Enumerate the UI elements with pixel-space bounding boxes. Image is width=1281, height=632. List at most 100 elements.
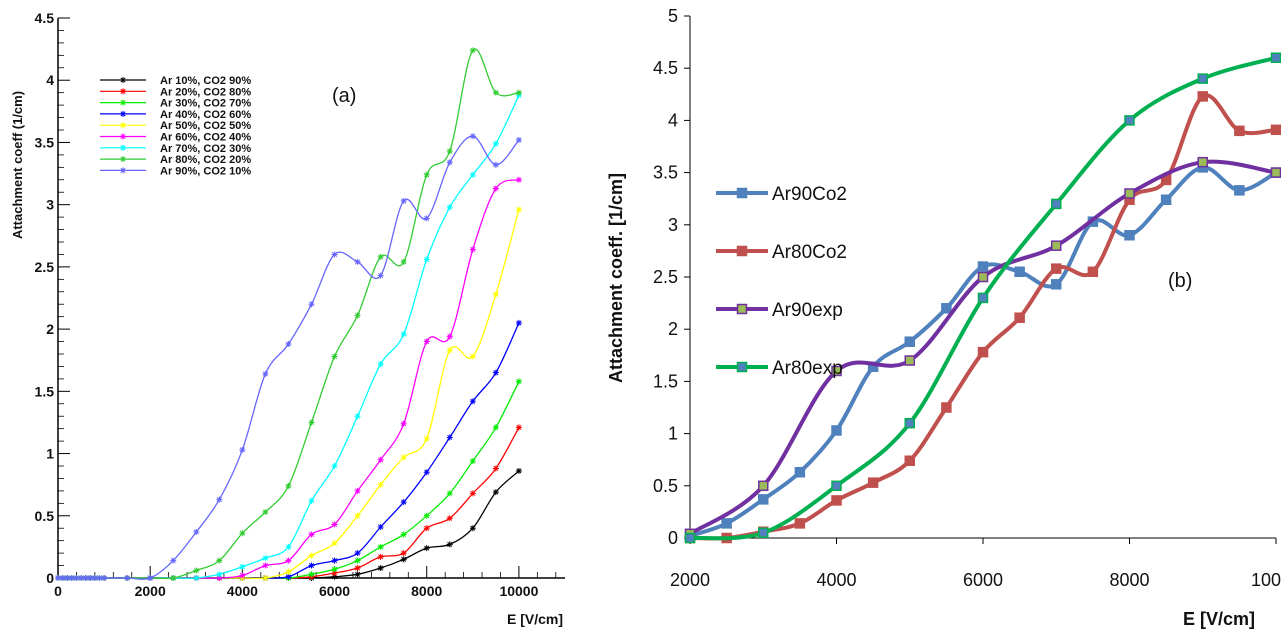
legend-item: Ar 10%, CO2 90% bbox=[100, 75, 251, 87]
series-line bbox=[58, 48, 519, 580]
data-point bbox=[469, 246, 476, 253]
data-point bbox=[354, 487, 361, 494]
chart-a-x-tick-label: 10000 bbox=[499, 583, 538, 599]
legend-label: Ar90exp bbox=[772, 300, 843, 321]
chart-b-y-tick-label: 0 bbox=[668, 528, 678, 548]
data-point bbox=[446, 434, 453, 441]
legend-marker bbox=[120, 110, 126, 117]
data-point bbox=[377, 456, 384, 463]
data-point bbox=[170, 575, 177, 581]
data-point bbox=[354, 565, 361, 572]
data-point bbox=[423, 512, 430, 519]
chart-a: 0 0.5 1 1.5 2 2.5 3 3.5 4 4.5 0 2000 4000 6000 8000 100… bbox=[10, 10, 565, 627]
legend-item: Ar 50%, CO2 50% bbox=[100, 120, 251, 132]
data-point bbox=[1124, 115, 1135, 126]
data-point bbox=[216, 575, 223, 581]
data-point bbox=[423, 171, 430, 178]
data-point bbox=[1197, 73, 1208, 84]
legend-label: Ar80Co2 bbox=[772, 242, 847, 263]
data-point bbox=[59, 575, 66, 581]
data-point bbox=[515, 424, 522, 431]
data-point bbox=[794, 466, 806, 478]
data-point bbox=[492, 291, 499, 298]
legend-label: Ar80exp bbox=[772, 358, 843, 379]
data-point bbox=[285, 568, 292, 575]
data-point bbox=[492, 369, 499, 376]
data-point bbox=[492, 489, 499, 496]
data-point bbox=[1160, 194, 1172, 205]
data-point bbox=[1124, 188, 1135, 199]
data-point bbox=[239, 530, 246, 537]
data-point bbox=[82, 575, 89, 581]
chart-a-y-tick-label: 0 bbox=[46, 570, 54, 586]
data-point bbox=[377, 481, 384, 488]
data-point bbox=[1270, 52, 1281, 64]
legend-marker bbox=[120, 99, 126, 106]
data-point bbox=[400, 531, 407, 538]
data-point bbox=[331, 573, 338, 580]
data-point bbox=[400, 556, 407, 563]
data-point bbox=[400, 331, 407, 338]
data-point bbox=[91, 575, 98, 581]
data-point bbox=[124, 575, 131, 581]
data-point bbox=[308, 562, 315, 569]
data-point bbox=[469, 353, 476, 360]
chart-a-x-tick-label: 8000 bbox=[411, 583, 442, 599]
legend-marker bbox=[120, 122, 126, 129]
data-point bbox=[354, 512, 361, 519]
data-point bbox=[446, 541, 453, 548]
chart-a-ylabel: Attachment coeff (1/cm) bbox=[10, 91, 25, 239]
data-point bbox=[904, 417, 915, 429]
chart-a-y-tick-label: 0.5 bbox=[35, 508, 55, 524]
chart-b-x-tick-label: 10000 bbox=[1251, 570, 1281, 590]
data-point bbox=[469, 490, 476, 497]
data-point bbox=[423, 435, 430, 442]
chart-b-series bbox=[684, 52, 1281, 544]
legend-label: Ar 10%, CO2 90% bbox=[160, 75, 251, 87]
data-point bbox=[354, 557, 361, 564]
data-point bbox=[285, 573, 292, 580]
data-point bbox=[1197, 156, 1208, 168]
data-point bbox=[377, 523, 384, 530]
legend-item: Ar 70%, CO2 30% bbox=[100, 143, 251, 155]
data-point bbox=[1124, 229, 1135, 241]
legend-item: Ar 40%, CO2 60% bbox=[100, 109, 251, 121]
data-point bbox=[285, 482, 292, 489]
chart-a-y-tick-label: 4 bbox=[46, 72, 54, 88]
data-point bbox=[515, 319, 522, 326]
data-point bbox=[758, 527, 769, 539]
data-point bbox=[941, 402, 952, 413]
chart-a-y-tick-label: 4.5 bbox=[35, 10, 55, 26]
data-point bbox=[446, 159, 453, 166]
chart-a-y-tick-label: 3 bbox=[46, 197, 54, 213]
chart-b-annotation: (b) bbox=[1168, 270, 1192, 292]
chart-a-y-tick-label: 1 bbox=[46, 446, 54, 462]
data-point bbox=[354, 258, 361, 265]
chart-b-axes: 0 0.5 1 1.5 2 2.5 3 3.5 4 4.5 5 2000 4000 6000 8000 100… bbox=[653, 6, 1281, 590]
data-point bbox=[377, 565, 384, 572]
legend-item: Ar 30%, CO2 70% bbox=[100, 98, 251, 110]
chart-b-y-tick-label: 1.5 bbox=[653, 371, 678, 391]
chart-b-y-tick-label: 4 bbox=[668, 110, 678, 130]
legend-marker bbox=[736, 245, 748, 257]
data-point bbox=[941, 303, 952, 314]
data-point bbox=[331, 353, 338, 360]
data-point bbox=[469, 458, 476, 465]
data-point bbox=[331, 540, 338, 547]
data-point bbox=[64, 575, 71, 581]
data-point bbox=[354, 312, 361, 319]
chart-a-x-tick-label: 6000 bbox=[319, 583, 350, 599]
legend-item: Ar90exp bbox=[716, 300, 843, 321]
series-line bbox=[58, 322, 520, 579]
data-point bbox=[262, 555, 269, 562]
data-point bbox=[469, 171, 476, 178]
data-point bbox=[331, 521, 338, 528]
data-point bbox=[239, 563, 246, 570]
series-line bbox=[688, 159, 1277, 536]
data-point bbox=[831, 425, 842, 436]
legend-marker bbox=[120, 144, 126, 151]
data-point bbox=[1234, 185, 1245, 196]
chart-b-x-tick-label: 4000 bbox=[816, 570, 856, 590]
data-point bbox=[400, 197, 407, 204]
data-point bbox=[331, 557, 338, 564]
